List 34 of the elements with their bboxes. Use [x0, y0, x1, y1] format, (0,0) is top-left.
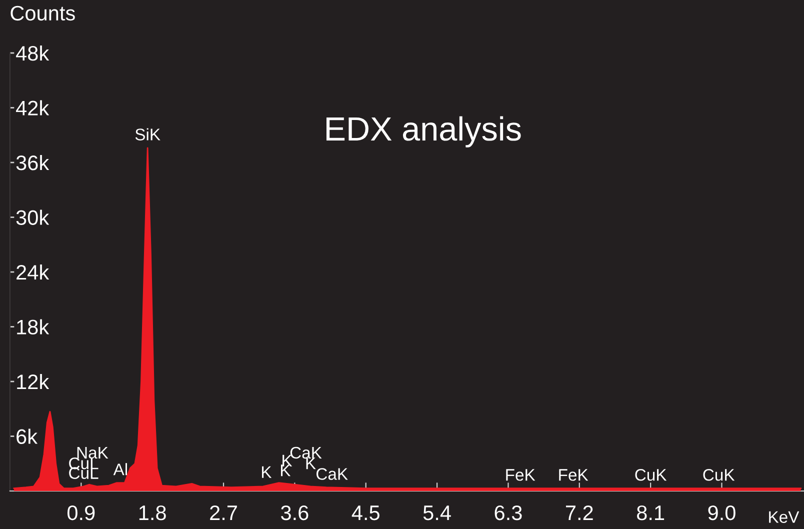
x-tick-label: 3.6: [280, 505, 308, 520]
y-tick-label: 6k: [16, 428, 38, 444]
x-tick-label: 1.8: [139, 505, 166, 520]
y-tick-label: 42k: [16, 100, 50, 116]
x-axis-title: KeV: [769, 511, 800, 523]
annotation: FeK: [506, 469, 536, 481]
annotation: CuK: [635, 469, 667, 481]
annotation: Al: [113, 463, 127, 476]
y-axis-title: Counts: [10, 6, 75, 21]
y-tick-label: 24k: [16, 264, 50, 280]
annotation: FeK: [559, 469, 588, 481]
annotation: CuK: [703, 469, 735, 481]
annotation: CaK: [290, 446, 322, 459]
y-tick-label: 48k: [16, 45, 50, 61]
text: EDX analysis: [326, 116, 521, 148]
y-tick-label: 30k: [16, 210, 50, 226]
x-tick-label: 8.1: [637, 505, 664, 520]
annotation: K: [281, 464, 291, 476]
x-tick-label: 0.9: [67, 505, 95, 520]
annotation: K: [282, 454, 292, 466]
x-tick-label: 2.7: [210, 505, 237, 520]
y-tick-label: 12k: [17, 374, 50, 390]
x-tick-label: 7.2: [566, 505, 593, 520]
annotation: CaK: [316, 468, 348, 480]
y-tick-label: 18k: [17, 319, 50, 335]
x-tick-label: 5.4: [423, 506, 451, 520]
annotation: K: [306, 458, 316, 470]
annotation: SiK: [135, 128, 160, 140]
y-tick-label: 36k: [16, 154, 50, 170]
x-tick-label: 9.0: [708, 505, 736, 520]
x-tick-label: 4.5: [352, 506, 380, 520]
annotation: NaK: [77, 446, 108, 459]
annotation: K: [262, 466, 272, 478]
x-tick-label: 6.3: [494, 505, 522, 520]
